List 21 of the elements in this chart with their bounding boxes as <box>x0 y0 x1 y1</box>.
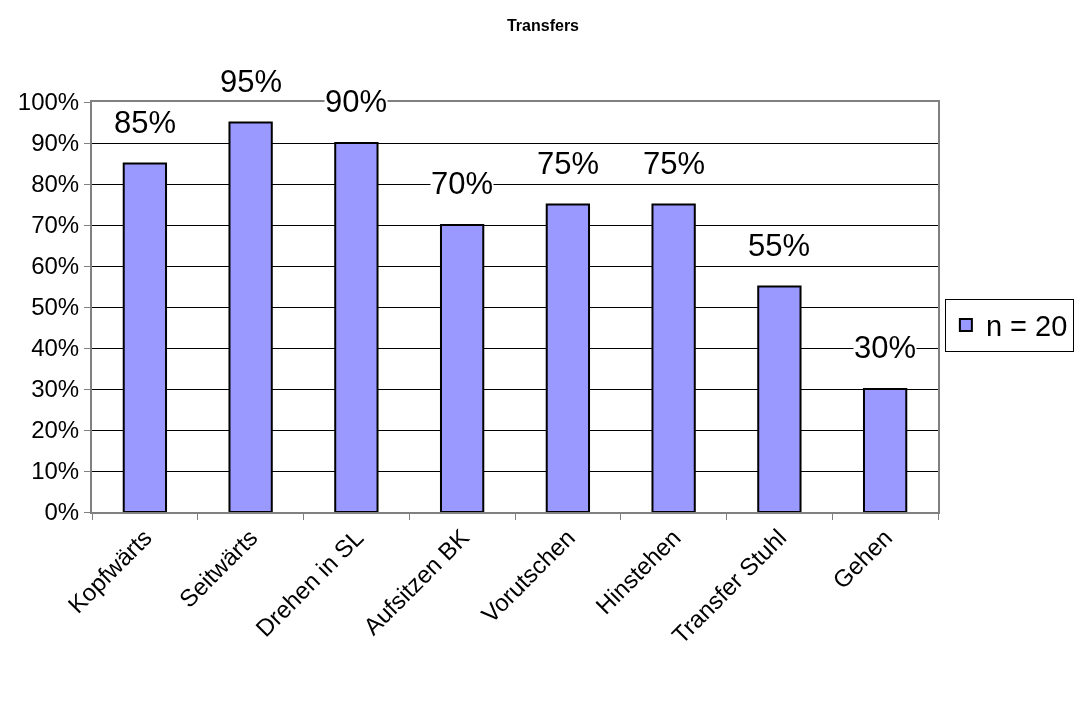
y-tick-label: 20% <box>31 416 80 444</box>
y-tick-label: 0% <box>44 498 80 526</box>
legend-label: n = 20 <box>985 310 1068 343</box>
data-label: 90% <box>325 84 388 119</box>
data-label: 70% <box>431 166 494 201</box>
chart-title: Transfers <box>506 16 580 34</box>
y-tick-label: 30% <box>31 375 80 403</box>
y-tick-label: 80% <box>31 170 80 198</box>
y-tick-label: 90% <box>31 129 80 157</box>
y-tick-label: 10% <box>31 457 80 485</box>
data-label: 95% <box>220 64 283 99</box>
data-label: 55% <box>748 228 811 263</box>
data-label: 30% <box>854 330 917 365</box>
y-tick-label: 60% <box>31 252 80 280</box>
y-tick-label: 70% <box>31 211 80 239</box>
data-label: 75% <box>537 146 600 181</box>
y-tick-label: 50% <box>31 293 80 321</box>
y-tick-label: 100% <box>17 88 80 116</box>
data-label: 85% <box>114 105 177 140</box>
y-tick-label: 40% <box>31 334 80 362</box>
data-label: 75% <box>643 146 706 181</box>
